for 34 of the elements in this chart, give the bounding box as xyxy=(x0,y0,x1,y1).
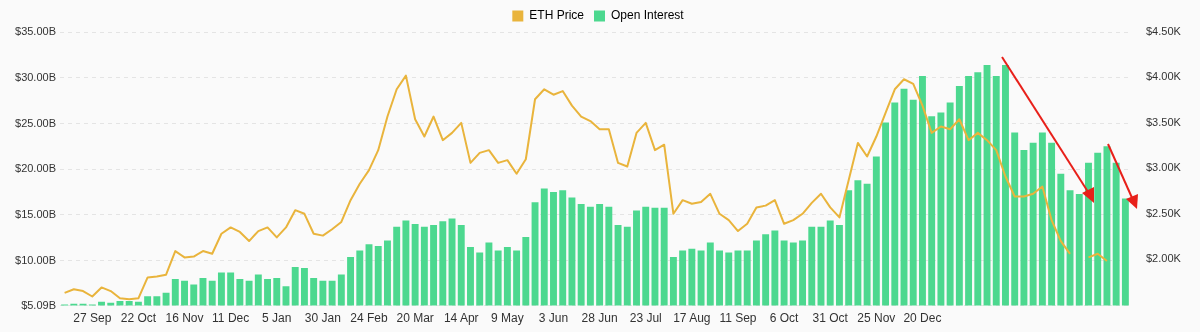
x-tick-label: 25 Nov xyxy=(857,311,896,326)
y2-tick-label: $4.00K xyxy=(1146,70,1182,83)
x-tick-label: 31 Oct xyxy=(812,311,849,326)
x-tick-label: 20 Dec xyxy=(903,311,942,326)
x-tick-label: 17 Aug xyxy=(673,311,711,326)
x-tick-label: 6 Oct xyxy=(769,311,800,326)
y-tick-label: $15.00B xyxy=(15,207,56,220)
x-tick-label: 23 Jul xyxy=(629,311,662,326)
y-tick-label: $35.00B xyxy=(15,25,56,38)
x-tick-label: 9 May xyxy=(491,311,524,326)
y-tick-label: $25.00B xyxy=(15,116,56,129)
x-tick-label: 5 Jan xyxy=(262,311,292,326)
x-tick-label: 20 Mar xyxy=(396,311,434,326)
x-tick-label: 11 Sep xyxy=(719,311,757,326)
x-tick-label: 28 Jun xyxy=(581,311,618,326)
y2-tick-label: $3.00K xyxy=(1146,161,1182,174)
y-tick-label: $20.00B xyxy=(15,162,56,175)
x-tick-label: 30 Jan xyxy=(304,311,341,326)
x-tick-label: 11 Dec xyxy=(212,311,250,326)
x-tick-label: 16 Nov xyxy=(165,311,204,326)
y-tick-label: $5.09B xyxy=(21,298,56,311)
x-tick-label: 24 Feb xyxy=(350,311,389,326)
x-tick-label: 3 Jun xyxy=(538,311,569,326)
y-tick-label: $30.00B xyxy=(15,70,56,83)
y2-tick-label: $2.50K xyxy=(1146,206,1182,219)
legend-label: Open Interest xyxy=(610,8,685,23)
y2-tick-label: $3.50K xyxy=(1146,115,1182,128)
y2-tick-label: $2.00K xyxy=(1146,252,1182,265)
x-tick-label: 27 Sep xyxy=(73,311,112,326)
x-tick-label: 14 Apr xyxy=(443,311,479,326)
x-tick-label: 22 Oct xyxy=(120,311,157,326)
y-tick-label: $10.00B xyxy=(15,253,56,266)
y2-tick-label: $4.50K xyxy=(1146,25,1182,38)
legend-label: ETH Price xyxy=(529,8,585,23)
